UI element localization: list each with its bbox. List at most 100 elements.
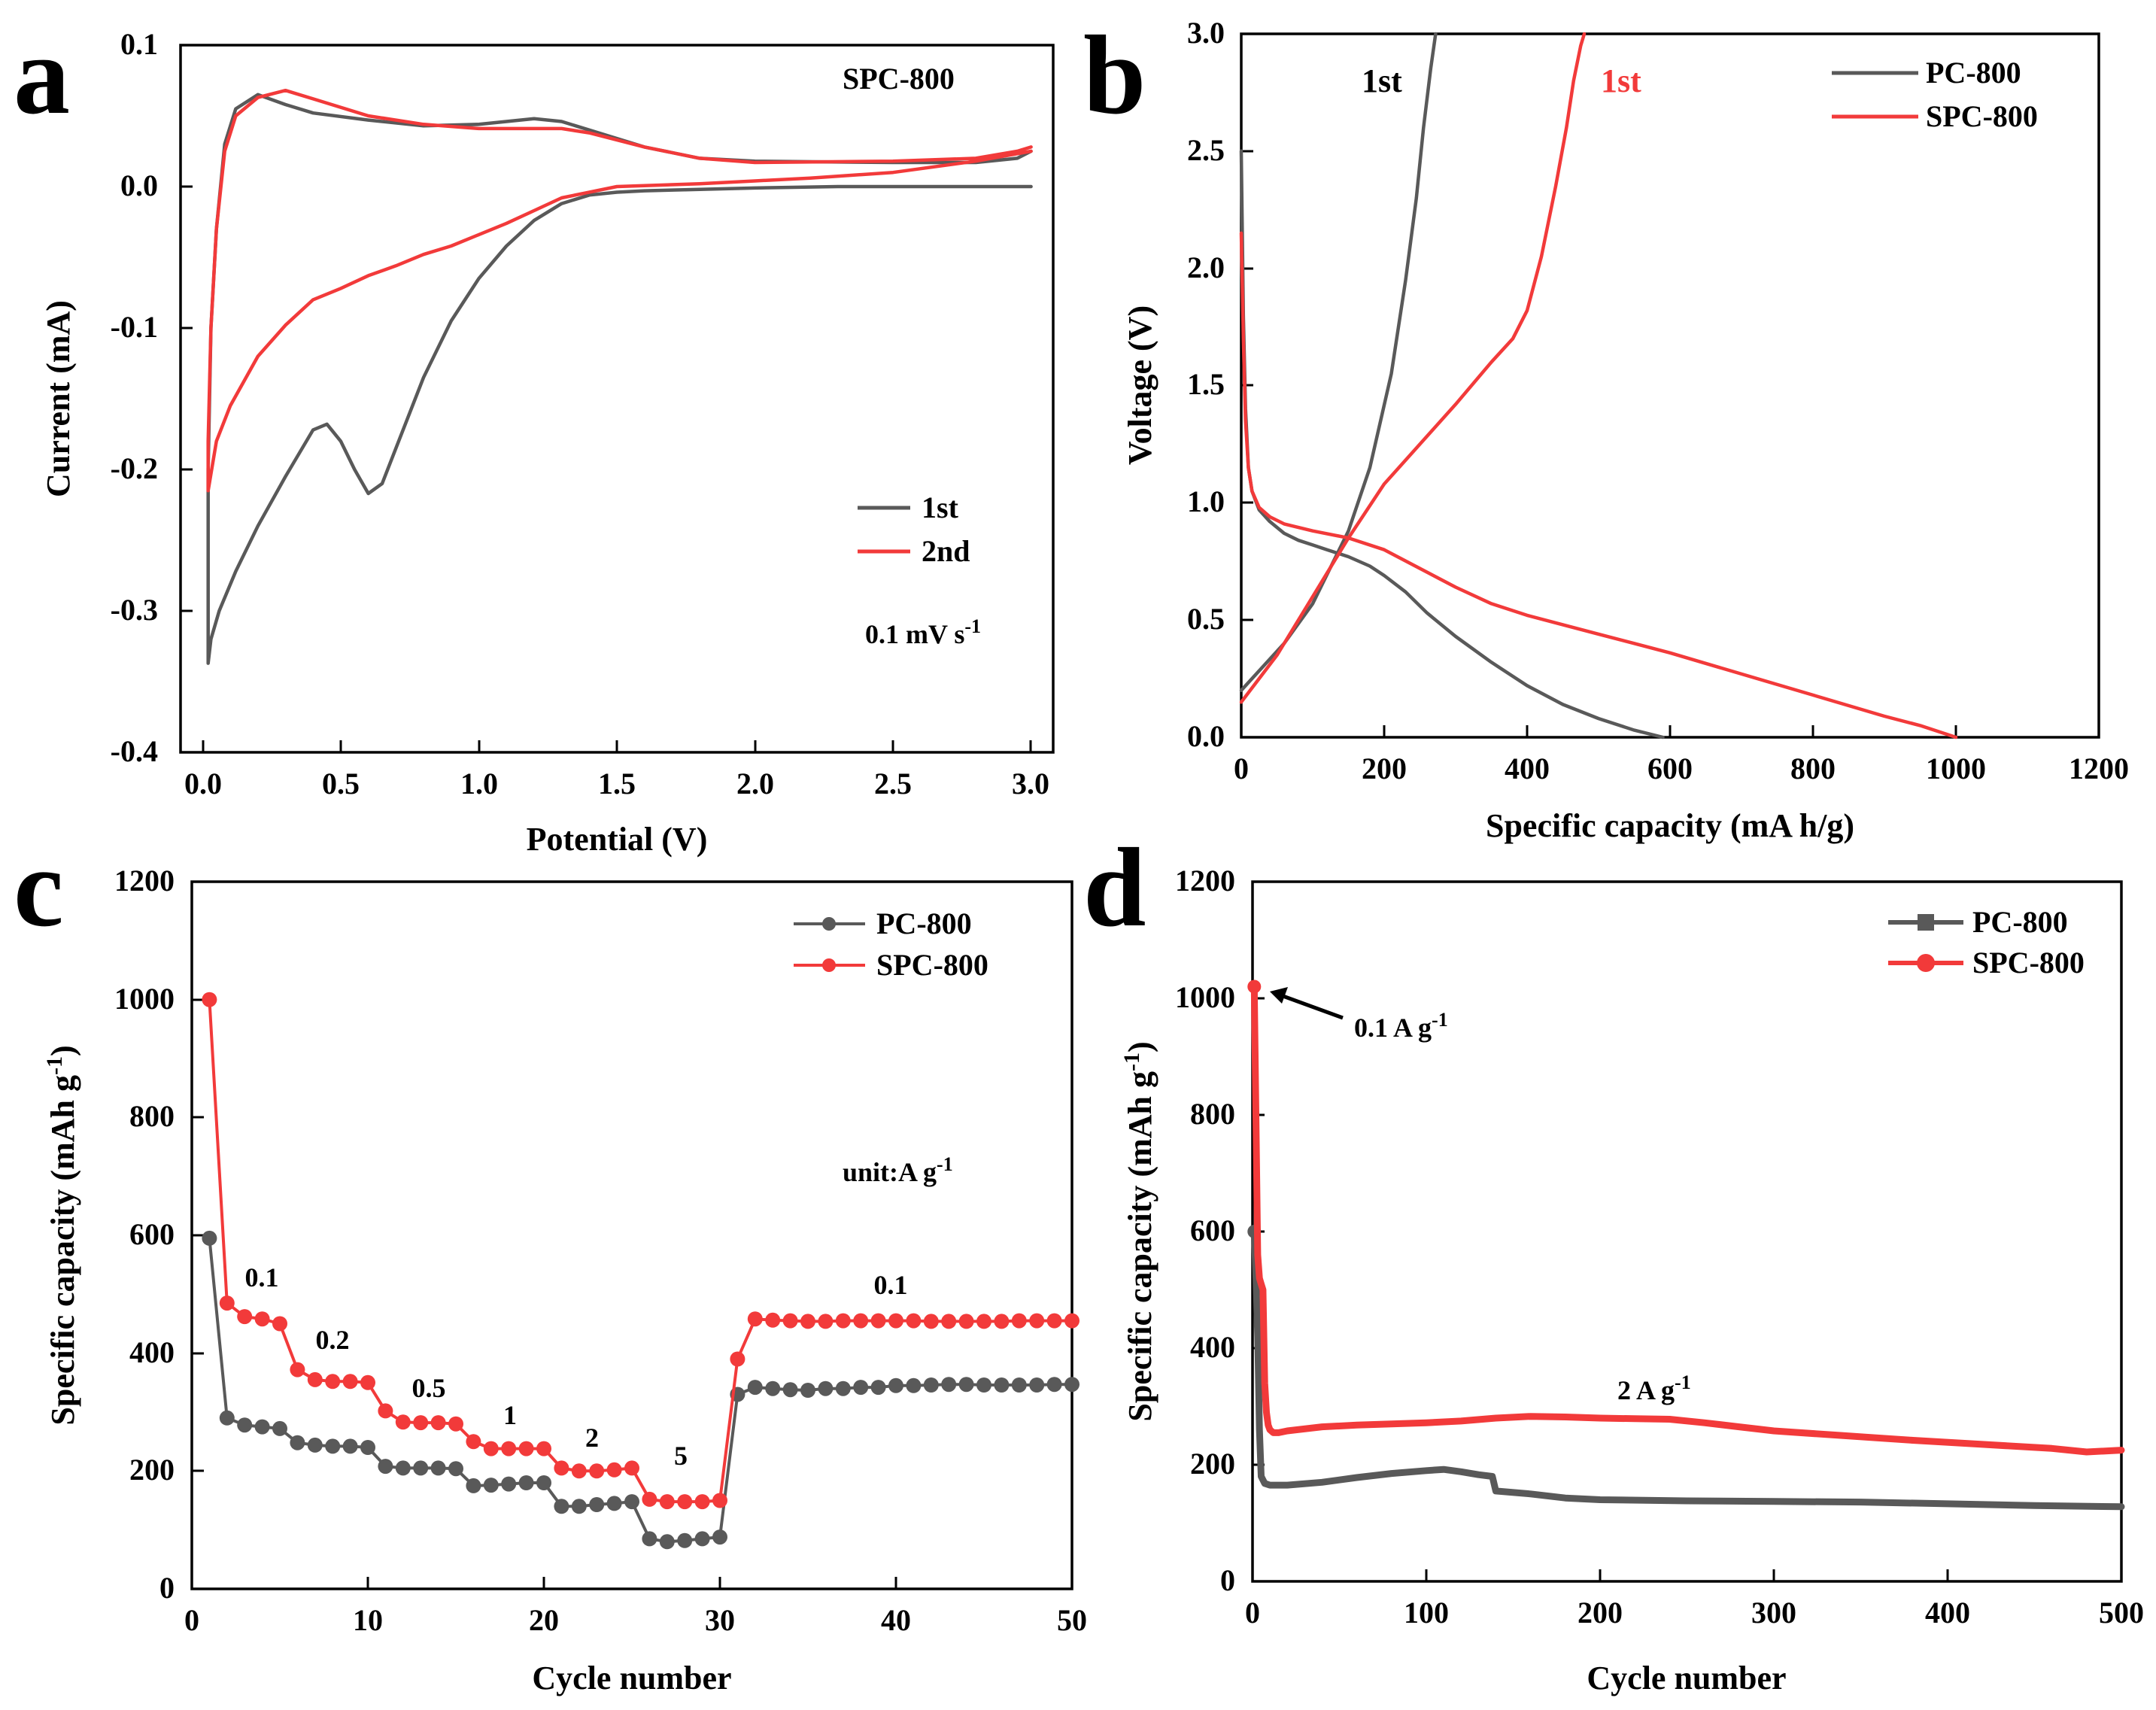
- y-ticks-c: 1200 1000 800 600 400 200 0: [114, 864, 204, 1605]
- a-legend-2nd: 2nd: [922, 534, 970, 568]
- c-ytick-1000: 1000: [114, 982, 175, 1016]
- c-point-spc-800-34: [782, 1313, 798, 1329]
- c-point-pc-800-43: [941, 1377, 957, 1393]
- a-series-line-1st: [206, 93, 1033, 665]
- c-ylabel: Specific capacity (mAh g-1): [42, 1045, 81, 1425]
- c-point-spc-800-45: [976, 1314, 991, 1329]
- c-point-spc-800-47: [1011, 1313, 1027, 1329]
- c-point-pc-800-29: [694, 1531, 710, 1547]
- b-xtick-1200: 1200: [2069, 752, 2129, 785]
- c-point-pc-800-40: [888, 1377, 903, 1393]
- b-xtick-1000: 1000: [1926, 752, 1986, 785]
- c-point-spc-800-25: [624, 1460, 639, 1476]
- d-ylabel: Specific capacity (mAh g-1): [1119, 1041, 1158, 1421]
- d-xtick-0: 0: [1245, 1596, 1260, 1630]
- panel-letter-a: a: [14, 13, 70, 138]
- c-point-pc-800-39: [870, 1380, 886, 1396]
- c-point-spc-800-44: [958, 1314, 974, 1329]
- c-point-spc-800-41: [906, 1313, 922, 1329]
- c-point-spc-800-46: [994, 1314, 1010, 1329]
- a-ytick-m0.1: -0.1: [111, 310, 158, 344]
- a-xtick-2.5: 2.5: [874, 767, 912, 800]
- c-rate-5: 5: [674, 1441, 688, 1471]
- b-ytick-0.0: 0.0: [1187, 719, 1225, 753]
- a-scan-rate: 0.1 mV s-1: [865, 615, 981, 649]
- c-point-pc-800-9: [342, 1438, 358, 1454]
- d-legend-spc: SPC-800: [1972, 946, 2085, 980]
- b-ylabel: Voltage (V): [1122, 305, 1158, 465]
- c-point-pc-800-36: [818, 1380, 834, 1396]
- legend-c: PC-800 SPC-800: [794, 907, 988, 982]
- b-anno-1st-pc: 1st: [1362, 62, 1402, 99]
- d-cycle-rate: 2 A g-1: [1617, 1371, 1691, 1405]
- a-xlabel: Potential (V): [527, 821, 708, 858]
- c-rate-0.1-return: 0.1: [874, 1270, 908, 1300]
- d-series-line-spc-800: [1250, 983, 2125, 1456]
- c-rate-2: 2: [585, 1423, 599, 1453]
- c-point-pc-800-12: [395, 1460, 411, 1476]
- d-xtick-200: 200: [1578, 1596, 1623, 1630]
- c-point-spc-800-24: [606, 1462, 622, 1478]
- a-legend-1st: 1st: [922, 491, 959, 524]
- d-point-spc-800-start: [1247, 980, 1262, 994]
- c-point-pc-800-19: [518, 1475, 534, 1490]
- c-point-spc-800-50: [1064, 1313, 1080, 1329]
- c-point-pc-800-45: [976, 1377, 991, 1393]
- c-point-spc-800-6: [290, 1362, 305, 1377]
- a-xtick-0.5: 0.5: [322, 767, 360, 800]
- c-point-pc-800-46: [994, 1377, 1010, 1393]
- x-ticks-c: 0 10 20 30 40 50: [184, 1577, 1087, 1637]
- b-legend-spc: SPC-800: [1926, 99, 2038, 133]
- a-ytick-0.0: 0.0: [120, 169, 158, 202]
- c-point-spc-800-15: [448, 1416, 463, 1432]
- b-series-line-spc-800-charge: [1239, 32, 1587, 704]
- c-point-spc-800-11: [378, 1403, 393, 1419]
- c-point-spc-800-9: [342, 1374, 358, 1390]
- c-point-spc-800-29: [694, 1494, 710, 1510]
- c-legend-marker-pc: [822, 917, 836, 931]
- c-xtick-0: 0: [184, 1603, 199, 1637]
- c-point-spc-800-31: [730, 1351, 745, 1367]
- d-legend-pc: PC-800: [1972, 905, 2068, 939]
- plot-frame-c: [190, 880, 1073, 1590]
- c-point-spc-800-16: [466, 1434, 481, 1450]
- panel-a: a 0.1 0.0 -0.1 -0.2 -0.3 -0.4 0.0 0.5: [14, 13, 1055, 858]
- c-point-pc-800-32: [747, 1380, 763, 1396]
- c-xtick-50: 50: [1057, 1603, 1087, 1637]
- c-point-pc-800-27: [659, 1534, 675, 1550]
- d-ytick-400: 400: [1190, 1330, 1235, 1364]
- c-point-pc-800-35: [800, 1383, 815, 1398]
- c-point-spc-800-35: [800, 1314, 815, 1329]
- c-xtick-20: 20: [529, 1603, 559, 1637]
- d-ytick-600: 600: [1190, 1213, 1235, 1247]
- c-legend-spc: SPC-800: [876, 948, 988, 982]
- d-xtick-300: 300: [1751, 1596, 1796, 1630]
- b-ytick-0.5: 0.5: [1187, 602, 1225, 636]
- c-point-pc-800-1: [202, 1230, 217, 1246]
- c-ytick-0: 0: [159, 1571, 175, 1605]
- c-point-pc-800-33: [765, 1380, 781, 1396]
- a-xtick-3.0: 3.0: [1012, 767, 1049, 800]
- d-ytick-200: 200: [1190, 1447, 1235, 1481]
- b-anno-1st-spc: 1st: [1601, 62, 1641, 99]
- c-point-spc-800-23: [589, 1463, 605, 1479]
- c-point-pc-800-18: [501, 1476, 517, 1492]
- c-point-spc-800-33: [765, 1312, 781, 1328]
- c-point-pc-800-8: [325, 1438, 341, 1454]
- d-arrow: [1270, 987, 1344, 1020]
- d-ytick-800: 800: [1190, 1097, 1235, 1131]
- c-series-line-pc-800: [208, 1236, 1073, 1544]
- c-point-spc-800-32: [747, 1311, 763, 1327]
- c-point-spc-800-21: [554, 1460, 569, 1476]
- d-xlabel: Cycle number: [1587, 1660, 1786, 1696]
- c-point-pc-800-22: [571, 1499, 587, 1514]
- b-xtick-400: 400: [1505, 752, 1550, 785]
- c-point-spc-800-38: [853, 1313, 869, 1329]
- d-arrow-line: [1278, 992, 1344, 1020]
- c-point-spc-800-43: [941, 1314, 957, 1329]
- panel-letter-d: d: [1083, 825, 1146, 950]
- y-ticks-b: 3.0 2.5 2.0 1.5 1.0 0.5 0.0: [1187, 16, 1253, 753]
- c-point-pc-800-26: [642, 1531, 657, 1547]
- b-ytick-3.0: 3.0: [1187, 16, 1225, 50]
